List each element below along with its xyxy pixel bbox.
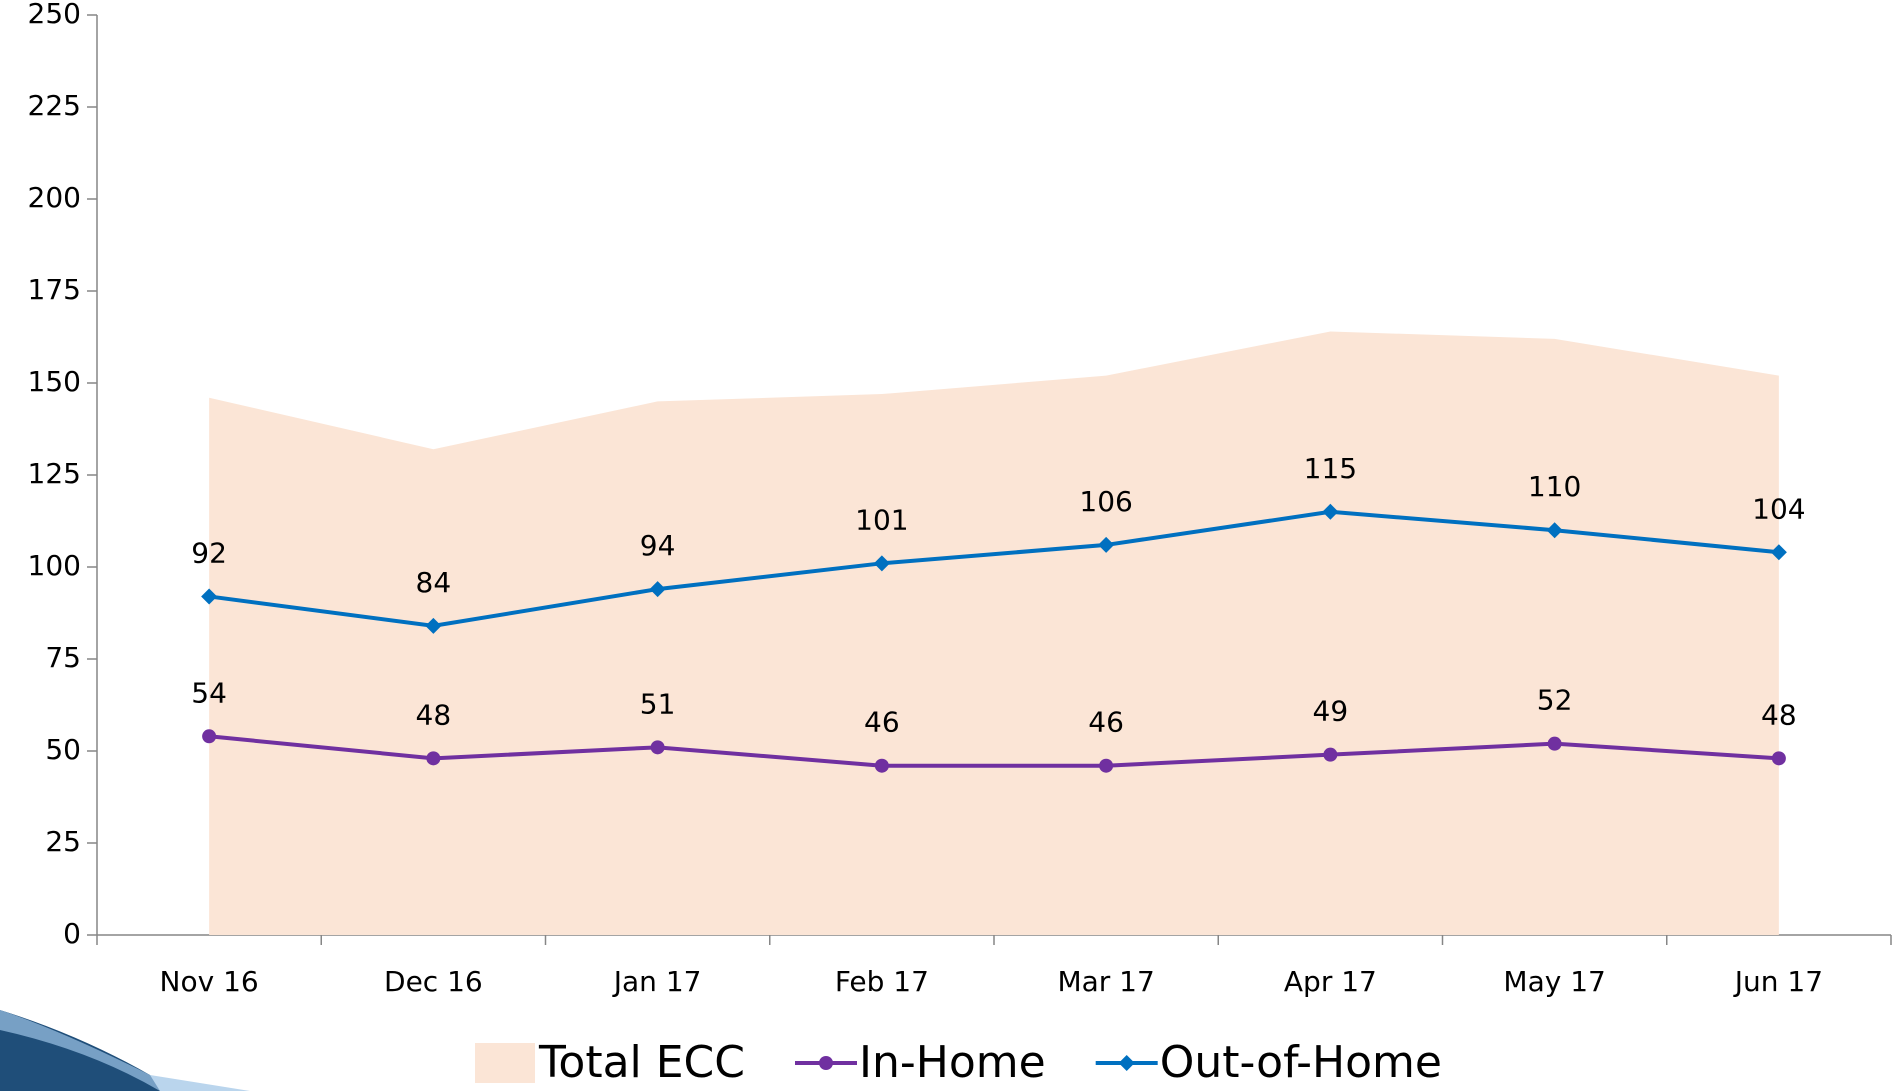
data-label: 94 [640,529,676,562]
data-label: 104 [1752,492,1805,525]
data-label: 48 [1761,698,1797,731]
y-tick-label: 175 [28,273,81,306]
data-label: 92 [191,536,227,569]
x-tick-label: Mar 17 [1057,965,1154,998]
x-tick-label: Jun 17 [1733,965,1823,998]
x-tick-label: May 17 [1503,965,1605,998]
data-label: 110 [1528,470,1581,503]
y-tick-label: 100 [28,549,81,582]
data-label: 54 [191,676,227,709]
data-label: 106 [1079,485,1132,518]
area [209,331,1779,935]
plot: 54 48 51 46 46 49 52 48 92 84 94 101 106 115 110 104 [191,331,1805,935]
y-tick-label: 50 [45,733,81,766]
data-label: 46 [1088,706,1124,739]
legend-label: Out-of-Home [1160,1037,1442,1088]
marker [1323,748,1337,762]
y-tick-label: 125 [28,457,81,490]
legend-marker [819,1056,833,1070]
y-tick-label: 225 [28,89,81,122]
legend-swatch [475,1043,535,1083]
legend-label: Total ECC [538,1037,745,1088]
data-label: 84 [416,566,452,599]
x-tick-label: Nov 16 [160,965,259,998]
legend-label: In-Home [859,1037,1046,1088]
marker [426,751,440,765]
data-label: 46 [864,706,900,739]
data-label: 49 [1313,695,1349,728]
y-tick-label: 150 [28,365,81,398]
page: {"chart_data": {"type": "line", "categor… [0,0,1893,1091]
marker [651,740,665,754]
y-tick-label: 75 [45,641,81,674]
data-label: 51 [640,687,676,720]
marker [1772,751,1786,765]
y-tick-label: 250 [28,0,81,30]
y-tick-label: 0 [63,917,81,950]
x-tick-label: Apr 17 [1284,965,1377,998]
y-tick-label: 200 [28,181,81,214]
marker [875,759,889,773]
x-tick-label: Jan 17 [612,965,702,998]
data-label: 115 [1304,452,1357,485]
legend-marker [1119,1055,1135,1071]
x-tick-label: Dec 16 [384,965,483,998]
y-tick-label: 25 [45,825,81,858]
marker [202,729,216,743]
data-label: 52 [1537,684,1573,717]
data-label: 48 [416,698,452,731]
marker [1099,759,1113,773]
x-tick-label: Feb 17 [835,965,929,998]
chart: 0 25 50 75 100 125 150 175 200 225 250 Nov 16 Dec 16… [0,0,1893,1091]
marker [1548,737,1562,751]
data-label: 101 [855,503,908,536]
